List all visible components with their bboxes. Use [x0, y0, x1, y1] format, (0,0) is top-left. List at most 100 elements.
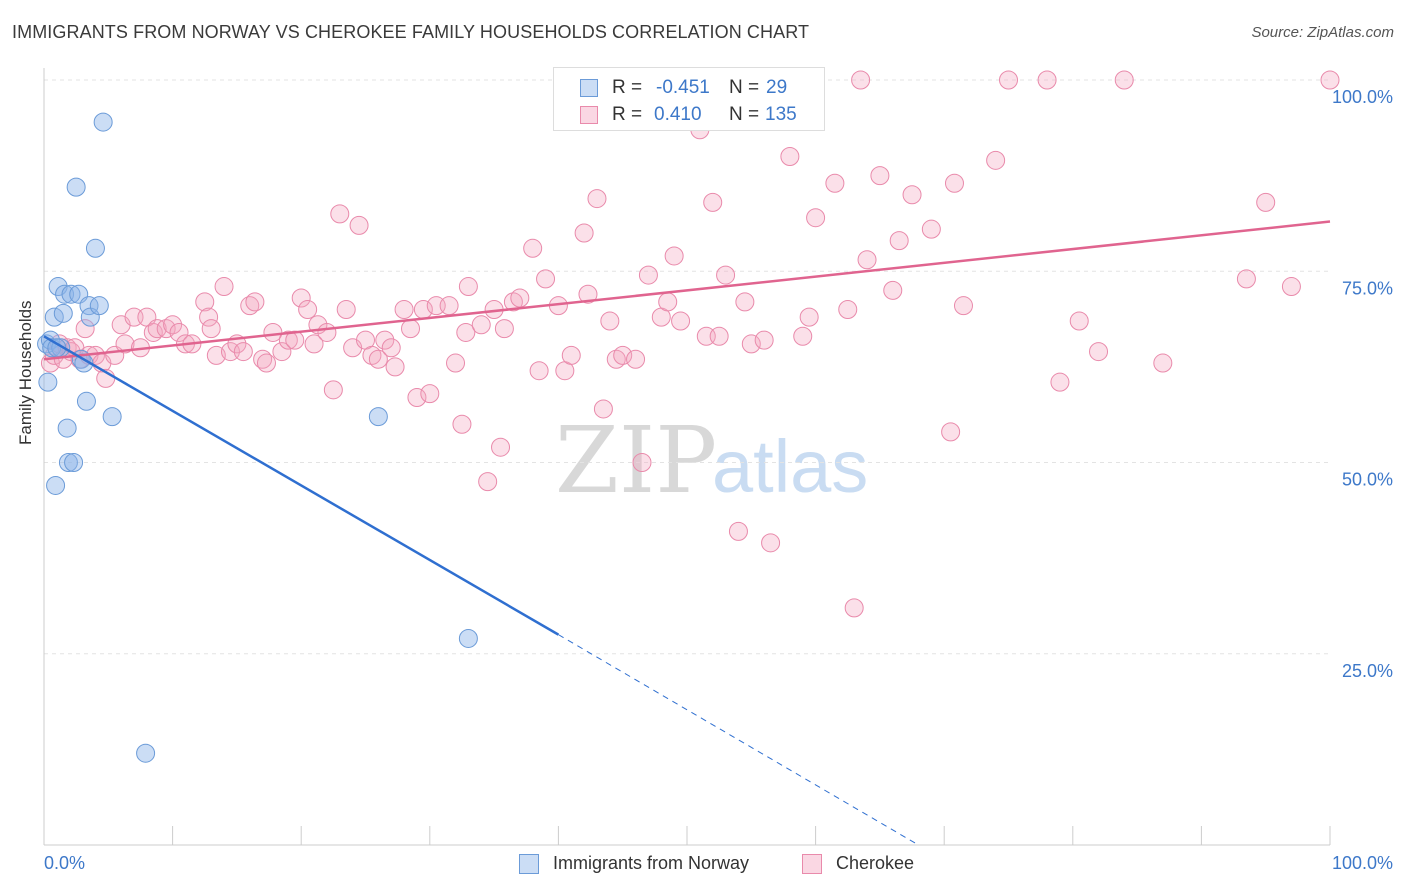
cherokee-point [263, 322, 283, 342]
cherokee-point [561, 345, 581, 365]
cherokee-point [233, 342, 253, 362]
norway-trend-extension [558, 634, 919, 846]
cherokee-point [336, 300, 356, 319]
cherokee-point [285, 330, 305, 350]
norway-r-value: -0.451 [656, 77, 710, 98]
cherokee-point [944, 173, 964, 193]
cherokee-point [716, 265, 736, 285]
cherokee-point [735, 292, 755, 312]
cherokee-point [626, 349, 646, 369]
cherokee-point [999, 70, 1018, 90]
cherokee-point [761, 533, 781, 553]
cherokee-point [1050, 372, 1070, 392]
cherokee-point [1089, 342, 1109, 362]
cherokee-point [163, 315, 183, 335]
norway-point [46, 475, 66, 495]
cherokee-point [986, 150, 1006, 170]
cherokee-r-label: R = [612, 104, 643, 125]
norway-point [53, 303, 73, 323]
cherokee-point [199, 307, 219, 327]
cherokee-point [587, 189, 607, 209]
cherokee-r-value: 0.410 [654, 104, 702, 125]
norway-point [458, 628, 478, 648]
cherokee-point [889, 231, 909, 251]
x-tick-label: 100.0% [1332, 853, 1393, 873]
cherokee-point [407, 387, 427, 407]
cherokee-point [844, 598, 864, 618]
cherokee-point [491, 437, 511, 457]
cherokee-point [452, 414, 472, 434]
cherokee-point [115, 334, 135, 354]
cherokee-n-value: 135 [765, 104, 797, 125]
cherokee-point [953, 296, 973, 316]
cherokee-point [1236, 269, 1256, 289]
y-tick-label: 75.0% [1342, 278, 1393, 298]
cherokee-point [510, 288, 530, 308]
cherokee-point [664, 246, 684, 266]
cherokee-point [536, 269, 556, 289]
cherokee-point [456, 322, 476, 342]
cherokee-point [703, 192, 723, 212]
norway-r-label: R = [612, 77, 643, 98]
cherokee-point [671, 311, 691, 331]
chart-title: IMMIGRANTS FROM NORWAY VS CHEROKEE FAMIL… [12, 22, 810, 42]
cherokee-point [195, 292, 215, 312]
norway-point [76, 391, 96, 411]
cherokee-point [385, 357, 405, 377]
legend-norway-swatch [519, 854, 539, 874]
legend-norway-label: Immigrants from Norway [553, 853, 750, 873]
cherokee-point [169, 322, 189, 342]
cherokee-point [613, 345, 633, 365]
cherokee-point [825, 173, 845, 193]
cherokee-point [793, 326, 813, 346]
cherokee-point [921, 219, 941, 239]
cherokee-point [143, 322, 163, 342]
cherokee-point [857, 250, 877, 270]
cherokee-point [214, 277, 234, 297]
norway-point [38, 372, 58, 392]
cherokee-point [256, 353, 276, 373]
norway-point [58, 453, 78, 472]
stats-row-norway: R = -0.451 N = 29 [554, 75, 824, 103]
cherokee-point [201, 319, 221, 339]
cherokee-point [709, 326, 729, 346]
watermark-zip: ZIP [555, 407, 717, 514]
norway-n-label: N = [729, 77, 760, 98]
cherokee-point [75, 319, 95, 339]
cherokee-point [941, 422, 961, 442]
cherokee-point [381, 338, 401, 358]
cherokee-point [1037, 70, 1057, 90]
cherokee-point [317, 322, 337, 342]
cherokee-trend-line [43, 220, 1331, 361]
cherokee-point [272, 342, 292, 362]
norway-point [66, 177, 86, 197]
cherokee-point [368, 349, 388, 369]
cherokee-point [253, 349, 273, 369]
norway-point [61, 284, 81, 304]
cherokee-point [638, 265, 658, 285]
cherokee-point [1320, 70, 1340, 90]
cherokee-point [245, 292, 265, 312]
cherokee-point [240, 296, 260, 316]
x-tick-label: 0.0% [44, 853, 85, 873]
cherokee-point [529, 361, 549, 381]
y-tick-label: 25.0% [1342, 661, 1393, 681]
cherokee-point [420, 384, 440, 404]
cherokee-point [1256, 192, 1276, 212]
cherokee-point [375, 330, 395, 350]
cherokee-point [458, 277, 478, 297]
norway-point [55, 284, 75, 304]
cherokee-point [754, 330, 774, 350]
stats-row-cherokee: R = 0.410 N = 135 [554, 102, 824, 130]
cherokee-point [523, 238, 543, 258]
cherokee-point [323, 380, 343, 400]
stats-box: R = -0.451 N = 29 R = 0.410 N = 135 [553, 67, 825, 131]
norway-point [85, 238, 105, 258]
cherokee-point [206, 345, 226, 365]
cherokee-point [478, 472, 498, 492]
cherokee-point [600, 311, 620, 331]
cherokee-point [291, 288, 311, 308]
cherokee-point [304, 334, 324, 354]
cherokee-n-label: N = [729, 104, 760, 125]
norway-n-value: 29 [766, 77, 788, 98]
